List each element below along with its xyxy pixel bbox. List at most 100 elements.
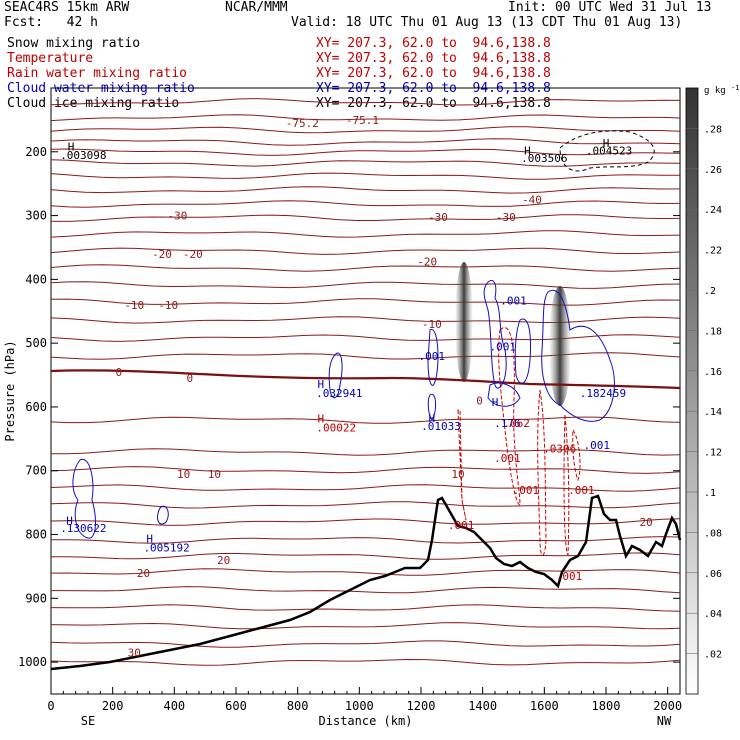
isotherm-line xyxy=(50,416,681,424)
y-tick-label: 500 xyxy=(25,336,47,350)
forecast-hour: Fcst: 42 h xyxy=(4,15,98,30)
max-marker: H xyxy=(146,532,153,545)
temperature-label: 20 xyxy=(137,567,150,580)
max-value-label: .001 xyxy=(448,519,475,532)
colorbar-label: .26 xyxy=(704,165,722,176)
colorbar-label: .12 xyxy=(704,448,722,459)
max-value-label: .00022 xyxy=(316,421,356,434)
temperature-label: 10 xyxy=(208,468,221,481)
isotherm-line xyxy=(50,298,681,306)
max-value-label: .130622 xyxy=(60,522,106,535)
y-tick-label: 600 xyxy=(25,400,47,414)
isotherm-line xyxy=(50,334,681,342)
temperature-label: 0 xyxy=(116,366,123,379)
x-tick-label: 1000 xyxy=(345,699,374,713)
model-title: SEAC4RS 15km ARW xyxy=(4,0,130,15)
max-value-label: .001 xyxy=(489,340,516,353)
endpoint-right: NW xyxy=(657,714,672,728)
rain-contour xyxy=(537,389,547,556)
isotherm-line xyxy=(50,214,681,222)
temperature-label: 30 xyxy=(128,647,141,660)
temperature-label: -30 xyxy=(496,211,516,224)
isotherm-line xyxy=(50,148,681,156)
max-value-label: .01033 xyxy=(421,420,461,433)
max-marker: H xyxy=(524,145,531,158)
x-tick-label: 1800 xyxy=(592,699,621,713)
max-value-label: .003098 xyxy=(60,149,106,162)
temperature-label: 10 xyxy=(451,468,464,481)
max-marker: H xyxy=(66,514,73,527)
max-value-label: .001 xyxy=(584,439,611,452)
field-xy-rain: XY= 207.3, 62.0 to 94.6,138.8 xyxy=(316,66,551,81)
freezing-level-line xyxy=(50,369,681,390)
colorbar-label: .24 xyxy=(704,205,722,216)
y-tick-label: 300 xyxy=(25,209,47,223)
max-value-label: .001 xyxy=(556,570,583,583)
max-value-label: .001 xyxy=(494,452,521,465)
colorbar-label: .1 xyxy=(704,488,716,499)
isotherm-line xyxy=(50,247,681,255)
x-tick-label: 400 xyxy=(163,699,185,713)
max-value-label: .001 xyxy=(513,484,540,497)
isotherm-line xyxy=(50,604,681,612)
y-axis-label: Pressure (hPa) xyxy=(3,340,17,441)
isotherm-line xyxy=(50,501,681,509)
snow-core-2 xyxy=(549,286,571,406)
colorbar-label: .2 xyxy=(704,286,716,297)
rain-contour xyxy=(498,327,521,506)
temperature-label: 0 xyxy=(186,372,193,385)
chart-text-layer: -75.2 -75.1 -40 -30 -30 -30 -20 -20 -20 -10 -10 -10… xyxy=(60,114,653,660)
temperature-label: -20 xyxy=(152,248,172,261)
max-marker: H xyxy=(428,412,435,425)
rain-contour xyxy=(563,414,570,557)
temperature-label: 20 xyxy=(639,516,652,529)
field-xy-temperature: XY= 207.3, 62.0 to 94.6,138.8 xyxy=(316,51,551,66)
y-tick-label: 900 xyxy=(25,591,47,605)
cloud-water-contours xyxy=(72,280,615,539)
temperature-label: -30 xyxy=(428,211,448,224)
isotherm-line xyxy=(50,448,681,456)
isotherm-line xyxy=(50,264,681,272)
snow-core-1 xyxy=(455,262,473,382)
max-value-label: .001 xyxy=(419,350,446,363)
x-tick-label: 0 xyxy=(47,699,54,713)
isotherm-line xyxy=(50,159,681,167)
isotherm-line xyxy=(50,518,681,526)
isotherm-line xyxy=(50,536,681,544)
max-marker: H xyxy=(68,141,75,154)
max-value-label: .001 xyxy=(500,294,527,307)
x-tick-label: 1200 xyxy=(407,699,436,713)
isotherm-line xyxy=(50,640,681,648)
colorbar-label: .06 xyxy=(704,569,722,580)
field-xy-cloud-ice: XY= 207.3, 62.0 to 94.6,138.8 xyxy=(316,96,551,111)
max-value-label: .001 xyxy=(568,484,595,497)
isotherm-line xyxy=(50,622,681,630)
colorbar-scale xyxy=(685,87,699,695)
cloud-water-contour xyxy=(72,458,96,539)
colorbar-label: .08 xyxy=(704,528,722,539)
x-axis-label: Distance (km) xyxy=(319,714,413,728)
temperature-label: -75.1 xyxy=(346,114,379,127)
rain-contour xyxy=(457,409,467,521)
colorbar-label: .28 xyxy=(704,124,722,135)
colorbar-label: .16 xyxy=(704,367,722,378)
x-tick-label: 1400 xyxy=(468,699,497,713)
isotherm-line xyxy=(50,484,681,492)
temperature-label: 20 xyxy=(217,554,230,567)
x-tick-label: 1600 xyxy=(530,699,559,713)
temperature-label: -75.2 xyxy=(286,117,319,130)
isotherm-lines xyxy=(50,98,681,666)
axes-layer: 0 200 400 600 800 1000 1200 1400 1600 1800 2000200… xyxy=(3,145,682,728)
isotherm-line xyxy=(50,138,681,146)
max-marker: H xyxy=(317,412,324,425)
cloud-water-contour xyxy=(427,329,439,386)
x-tick-label: 200 xyxy=(102,699,124,713)
cloud-water-contour xyxy=(514,318,531,384)
max-marker: H xyxy=(603,137,610,150)
cloud-ice-contour xyxy=(559,130,655,172)
isotherm-line xyxy=(50,352,681,360)
isotherm-line xyxy=(50,281,681,289)
isotherm-line xyxy=(50,230,681,238)
temperature-label: -10 xyxy=(158,299,178,312)
